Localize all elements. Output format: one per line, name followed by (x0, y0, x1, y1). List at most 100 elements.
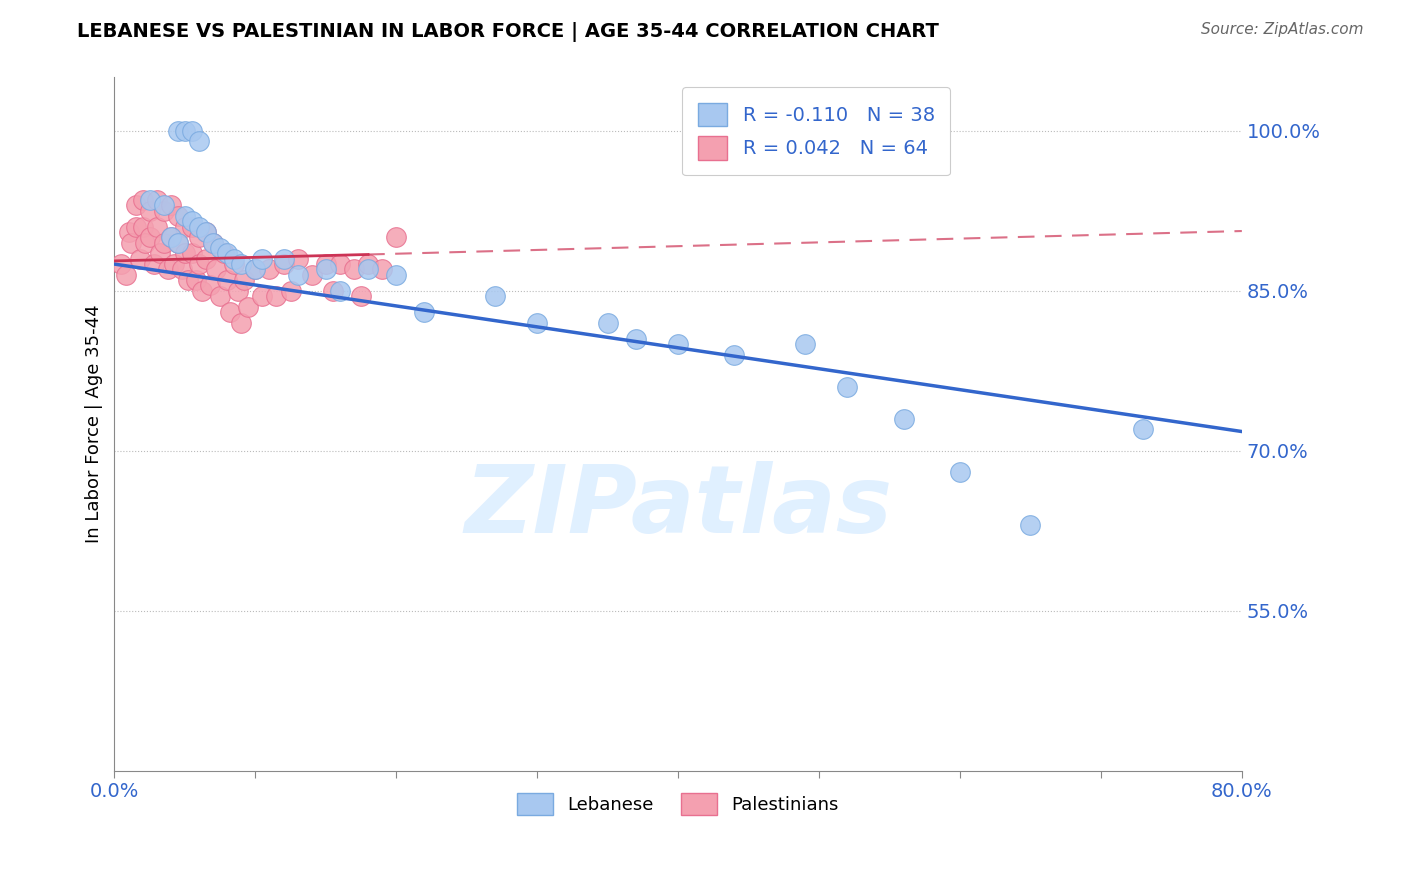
Point (385, 268, 408, 282)
Point (173, 219, 195, 234)
Point (181, 246, 204, 260)
Text: ZIPatlas: ZIPatlas (464, 461, 893, 553)
Point (893, 411, 915, 425)
Point (142, 257, 165, 271)
Point (371, 262, 394, 277)
Point (145, 219, 167, 234)
Point (124, 219, 146, 234)
Point (484, 289, 506, 303)
Point (280, 284, 302, 298)
Point (166, 124, 188, 138)
Point (245, 262, 267, 277)
Point (202, 235, 225, 250)
Point (186, 273, 208, 287)
Point (385, 230, 408, 244)
Point (152, 235, 174, 250)
Point (273, 252, 295, 266)
Point (413, 305, 436, 319)
Point (166, 235, 188, 250)
Point (195, 225, 218, 239)
Point (273, 257, 295, 271)
Point (837, 380, 859, 394)
Point (231, 257, 253, 271)
Point (128, 252, 150, 266)
Point (287, 268, 309, 282)
Point (120, 235, 142, 250)
Point (209, 289, 232, 303)
Point (350, 289, 373, 303)
Point (159, 230, 181, 244)
Point (124, 198, 146, 212)
Point (214, 246, 236, 260)
Point (231, 316, 253, 330)
Point (315, 262, 337, 277)
Point (1019, 518, 1042, 533)
Point (794, 337, 817, 351)
Point (287, 252, 309, 266)
Point (209, 241, 232, 255)
Legend: Lebanese, Palestinians: Lebanese, Palestinians (508, 784, 848, 824)
Point (202, 235, 225, 250)
Point (252, 252, 274, 266)
Point (117, 225, 139, 239)
Point (159, 198, 181, 212)
Point (162, 257, 184, 271)
Point (200, 278, 222, 293)
Point (188, 219, 211, 234)
Point (723, 348, 745, 362)
Point (138, 193, 160, 207)
Point (110, 257, 132, 271)
Point (159, 230, 181, 244)
Point (148, 246, 170, 260)
Point (131, 193, 153, 207)
Point (195, 225, 218, 239)
Text: Source: ZipAtlas.com: Source: ZipAtlas.com (1201, 22, 1364, 37)
Point (949, 465, 972, 479)
Y-axis label: In Labor Force | Age 35-44: In Labor Force | Age 35-44 (86, 305, 103, 543)
Point (596, 316, 619, 330)
Point (145, 193, 167, 207)
Point (238, 300, 260, 314)
Point (357, 257, 380, 271)
Point (252, 289, 274, 303)
Point (188, 230, 211, 244)
Point (259, 262, 281, 277)
Point (166, 235, 188, 250)
Point (156, 262, 179, 277)
Point (173, 246, 195, 260)
Point (217, 246, 239, 260)
Point (329, 257, 352, 271)
Point (219, 305, 242, 319)
Point (224, 252, 246, 266)
Point (181, 214, 204, 228)
Point (526, 316, 548, 330)
Point (624, 332, 647, 346)
Point (181, 124, 204, 138)
Point (152, 198, 174, 212)
Point (188, 135, 211, 149)
Point (228, 284, 250, 298)
Point (138, 230, 160, 244)
Text: LEBANESE VS PALESTINIAN IN LABOR FORCE | AGE 35-44 CORRELATION CHART: LEBANESE VS PALESTINIAN IN LABOR FORCE |… (77, 22, 939, 42)
Point (191, 284, 214, 298)
Point (173, 209, 195, 223)
Point (233, 273, 256, 287)
Point (131, 219, 153, 234)
Point (217, 273, 239, 287)
Point (138, 203, 160, 218)
Point (195, 252, 218, 266)
Point (322, 284, 344, 298)
Point (357, 262, 380, 277)
Point (1132, 422, 1154, 436)
Point (301, 268, 323, 282)
Point (181, 219, 204, 234)
Point (245, 262, 267, 277)
Point (224, 257, 246, 271)
Point (329, 284, 352, 298)
Point (134, 235, 156, 250)
Point (666, 337, 689, 351)
Point (266, 289, 288, 303)
Point (315, 257, 337, 271)
Point (166, 209, 188, 223)
Point (205, 262, 228, 277)
